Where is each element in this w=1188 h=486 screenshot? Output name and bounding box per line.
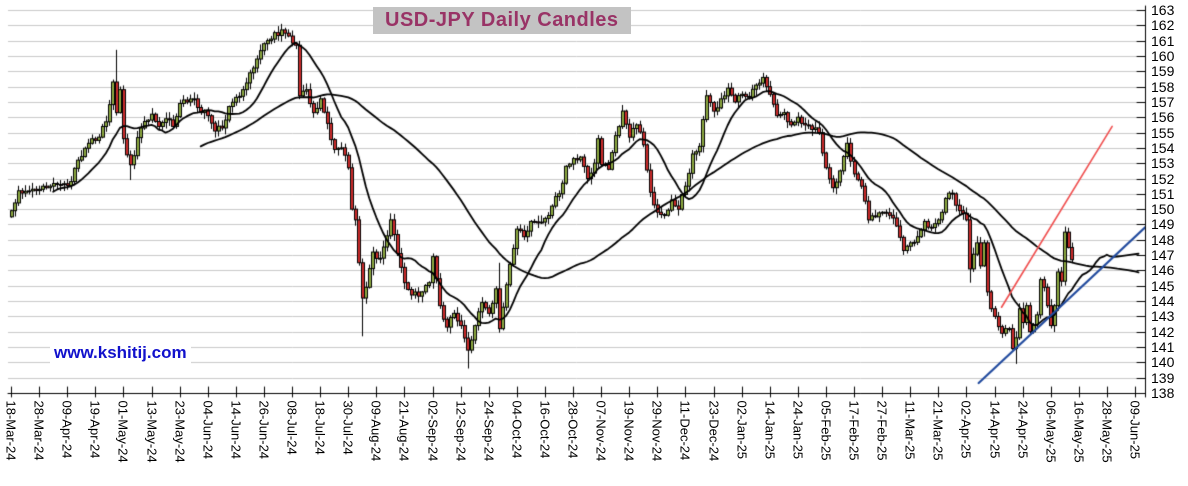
y-axis-tick-label: 150 [1151,201,1175,218]
x-axis-tick-label: 28-Mar-24 [31,400,47,461]
x-axis-tick-label: 26-Jun-24 [256,400,272,460]
x-axis-tick-label: 08-Jul-24 [284,400,300,455]
x-axis-tick-label: 16-Oct-24 [537,400,553,459]
y-axis-tick-label: 152 [1151,170,1175,187]
x-axis-tick-label: 14-Apr-25 [987,400,1002,459]
x-axis-tick-label: 28-May-25 [1099,400,1115,463]
y-axis-tick-label: 151 [1151,185,1175,202]
x-axis-tick-label: 24-Sep-24 [481,400,497,462]
y-axis-tick-label: 139 [1151,369,1175,386]
x-axis-tick-label: 14-Jan-25 [762,400,778,460]
x-axis-tick-label: 23-May-24 [172,400,188,463]
y-axis-tick-label: 159 [1151,63,1175,80]
x-axis-tick-label: 02-Jan-25 [734,400,750,460]
x-axis-tick-label: 09-Apr-24 [59,400,75,459]
x-axis-tick-label: 04-Oct-24 [509,400,525,459]
y-axis-tick-label: 146 [1151,262,1175,279]
x-axis-tick-label: 19-Apr-24 [87,400,103,459]
chart-title: USD-JPY Daily Candles [373,7,631,34]
x-axis-tick-label: 12-Sep-24 [453,400,469,462]
y-axis-tick-label: 147 [1151,247,1175,264]
x-axis-tick-label: 29-Nov-24 [649,400,665,462]
x-axis-tick-label: 14-Jun-24 [228,400,244,460]
y-axis-tick-label: 160 [1151,47,1175,64]
x-axis-tick-label: 02-Apr-25 [958,400,974,459]
y-axis-tick-label: 149 [1151,216,1175,233]
y-axis-tick-label: 142 [1151,323,1175,340]
y-axis-tick-label: 158 [1151,78,1175,95]
x-axis-tick-label: 07-Nov-24 [593,400,609,462]
y-axis-tick-label: 140 [1151,354,1175,371]
x-axis-tick-label: 04-Jun-24 [200,400,216,460]
x-axis-tick-label: 11-Mar-25 [902,400,918,460]
x-axis-tick-label: 16-May-25 [1071,400,1087,463]
x-axis-tick-label: 21-Aug-24 [396,400,412,462]
kshitij-watermark: www.kshitij.com [50,342,191,364]
x-axis-tick-label: 05-Feb-25 [818,400,834,461]
x-axis-tick-label: 19-Nov-24 [621,400,637,462]
y-axis-tick-label: 162 [1151,17,1175,34]
x-axis-tick-label: 06-May-25 [1043,400,1059,463]
y-axis-tick-label: 163 [1151,2,1175,18]
x-axis-tick-label: 17-Feb-25 [846,400,862,461]
x-axis-tick-label: 24-Jan-25 [790,400,806,460]
y-axis-tick-label: 145 [1151,277,1175,294]
y-axis-tick-label: 138 [1151,385,1175,401]
y-axis-tick-label: 141 [1151,339,1175,356]
y-axis-tick-label: 157 [1151,93,1175,110]
x-axis-tick-label: 27-Feb-25 [874,400,890,461]
x-axis-tick-label: 28-Oct-24 [565,400,581,459]
x-axis-tick-label: 30-Jul-24 [340,400,356,455]
x-axis-tick-label: 18-Mar-24 [3,400,19,461]
x-axis-tick-label: 09-Aug-24 [368,400,384,462]
x-axis-tick-label: 01-May-24 [115,400,131,463]
x-axis-tick-label: 24-Apr-25 [1015,400,1031,459]
x-axis-tick-label: 13-May-24 [144,400,159,463]
y-axis-tick-label: 153 [1151,155,1175,172]
x-axis-tick-label: 23-Dec-24 [706,400,721,462]
x-axis-tick-label: 11-Dec-24 [677,400,693,461]
y-axis-tick-label: 148 [1151,231,1175,248]
x-axis-tick-label: 09-Jun-25 [1127,400,1143,460]
y-axis-tick-label: 144 [1151,293,1175,310]
y-axis-tick-label: 156 [1151,109,1175,126]
x-axis-tick-label: 02-Sep-24 [425,400,440,462]
x-axis-tick-label: 18-Jul-24 [312,400,328,455]
y-axis-tick-label: 154 [1151,139,1175,156]
y-axis-tick-label: 155 [1151,124,1175,141]
y-axis-tick-label: 143 [1151,308,1175,325]
x-axis-tick-label: 21-Mar-25 [930,400,946,461]
y-axis-tick-label: 161 [1151,32,1175,49]
